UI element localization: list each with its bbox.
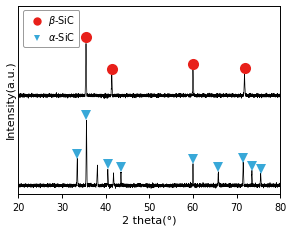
Y-axis label: Intensity(a.u.): Intensity(a.u.) — [6, 60, 15, 139]
Legend: $\beta$-SiC, $\alpha$-SiC: $\beta$-SiC, $\alpha$-SiC — [23, 10, 79, 47]
X-axis label: 2 theta(°): 2 theta(°) — [122, 216, 177, 225]
